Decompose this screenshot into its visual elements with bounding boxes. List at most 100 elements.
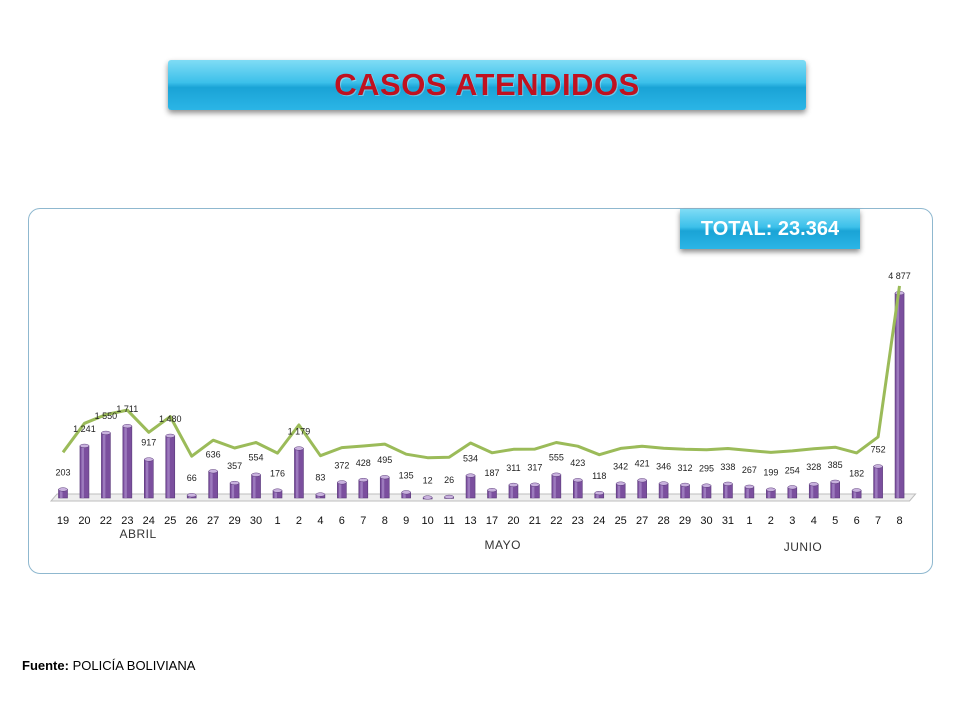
x-tick-label: 23: [121, 515, 133, 527]
value-label: 317: [527, 463, 542, 473]
bar: [315, 492, 326, 499]
bar-top: [723, 481, 733, 486]
bar-body: [358, 479, 369, 499]
x-tick-label: 28: [657, 515, 669, 527]
value-label: 428: [356, 458, 371, 468]
x-tick-label: 30: [700, 515, 712, 527]
title-banner: CASOS ATENDIDOS: [168, 60, 806, 110]
bar: [444, 494, 454, 499]
bar-top: [594, 490, 604, 496]
x-tick-label: 21: [529, 515, 541, 527]
bar: [508, 482, 519, 499]
bar: [251, 472, 261, 499]
bar: [572, 478, 583, 499]
bar-highlight: [875, 466, 878, 498]
x-tick-label: 29: [679, 515, 691, 527]
value-label: 4 877: [888, 271, 911, 281]
bar-top: [165, 433, 175, 438]
x-tick-label: 4: [811, 515, 817, 527]
x-tick-label: 6: [854, 515, 860, 527]
x-tick-label: 1: [746, 515, 752, 527]
chart-frame: [28, 208, 933, 574]
value-label: 176: [270, 469, 285, 479]
bar-top: [272, 488, 283, 493]
month-label: JUNIO: [784, 540, 823, 554]
bar-top: [122, 424, 133, 429]
bar-body: [658, 483, 669, 499]
bar-top: [380, 475, 390, 480]
x-tick-label: 20: [507, 515, 519, 527]
bar: [530, 482, 540, 499]
value-label: 554: [249, 453, 264, 463]
bar-highlight: [253, 474, 256, 498]
bar-highlight: [767, 489, 771, 498]
bar-top: [294, 446, 304, 451]
x-tick-label: 24: [143, 515, 155, 527]
x-tick-label: 7: [875, 515, 881, 527]
x-tick-label: 25: [615, 515, 627, 527]
x-tick-label: 31: [722, 515, 734, 527]
bar: [594, 490, 605, 499]
x-tick-label: 2: [296, 515, 302, 527]
bar-top: [680, 482, 690, 487]
x-tick-label: 11: [443, 515, 454, 527]
bar-body: [294, 448, 304, 499]
bar: [701, 483, 712, 499]
x-tick-label: 19: [57, 515, 69, 527]
bar-highlight: [574, 480, 578, 498]
bar-highlight: [102, 432, 106, 498]
value-label: 385: [828, 460, 843, 470]
bar: [787, 485, 798, 499]
bar-highlight: [295, 448, 299, 498]
value-label: 203: [55, 467, 70, 477]
value-label: 182: [849, 468, 864, 478]
bar-body: [79, 445, 90, 499]
x-tick-label: 6: [339, 515, 345, 527]
bar-body: [144, 459, 154, 499]
value-label: 254: [785, 465, 800, 475]
bar-highlight: [81, 445, 84, 498]
value-label: 83: [315, 473, 325, 483]
trend-line-path: [61, 285, 901, 460]
bar: [766, 487, 776, 499]
value-label: 267: [742, 465, 757, 475]
x-tick-label: 4: [317, 515, 323, 527]
value-label: 1 241: [73, 424, 96, 434]
bar-body: [723, 483, 733, 499]
x-tick-label: 22: [550, 515, 562, 527]
bar-top: [873, 464, 883, 469]
x-tick-labels: 19 20 22 23 24 25 26 27 29 30 1 2 4 6 7 8 9 10 11 13 17 20 21 2…: [57, 515, 903, 527]
bar: [637, 478, 647, 499]
bar-top: [701, 483, 712, 488]
value-label: 752: [871, 444, 886, 454]
x-tick-label: 23: [572, 515, 584, 527]
bar-highlight: [724, 483, 728, 498]
total-label: TOTAL: 23.364: [700, 217, 840, 240]
bar-top: [186, 493, 197, 498]
bar-highlight: [789, 487, 792, 498]
bar-top: [830, 479, 840, 484]
bar: [379, 475, 390, 499]
bar-top: [144, 457, 154, 462]
bar-top: [637, 478, 647, 483]
value-label: 372: [334, 460, 349, 470]
bar-top: [787, 485, 798, 490]
value-label: 1 711: [116, 404, 138, 414]
bar-top: [422, 495, 433, 500]
bar-top: [487, 488, 497, 493]
source-text: POLICÍA BOLIVIANA: [72, 658, 196, 673]
bar-highlight: [167, 435, 170, 498]
bar-body: [808, 483, 819, 499]
value-label: 12: [423, 475, 433, 485]
value-label: 66: [187, 473, 197, 483]
bar-body: [465, 475, 476, 499]
bar-body: [551, 474, 562, 499]
bar-body: [122, 425, 133, 499]
month-labels: ABRIL MAYO JUNIO: [119, 527, 823, 554]
value-label: 295: [699, 464, 714, 474]
bar-body: [615, 483, 626, 499]
bar-top: [229, 480, 240, 486]
bar-top: [58, 487, 68, 492]
bar-highlight: [682, 484, 685, 498]
